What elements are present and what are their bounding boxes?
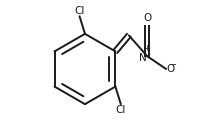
Text: O: O [167,64,175,74]
Text: −: − [169,60,176,69]
Text: O: O [143,13,151,23]
Text: N: N [139,52,147,63]
Text: Cl: Cl [74,6,85,16]
Text: Cl: Cl [116,105,126,115]
Text: +: + [143,44,150,53]
